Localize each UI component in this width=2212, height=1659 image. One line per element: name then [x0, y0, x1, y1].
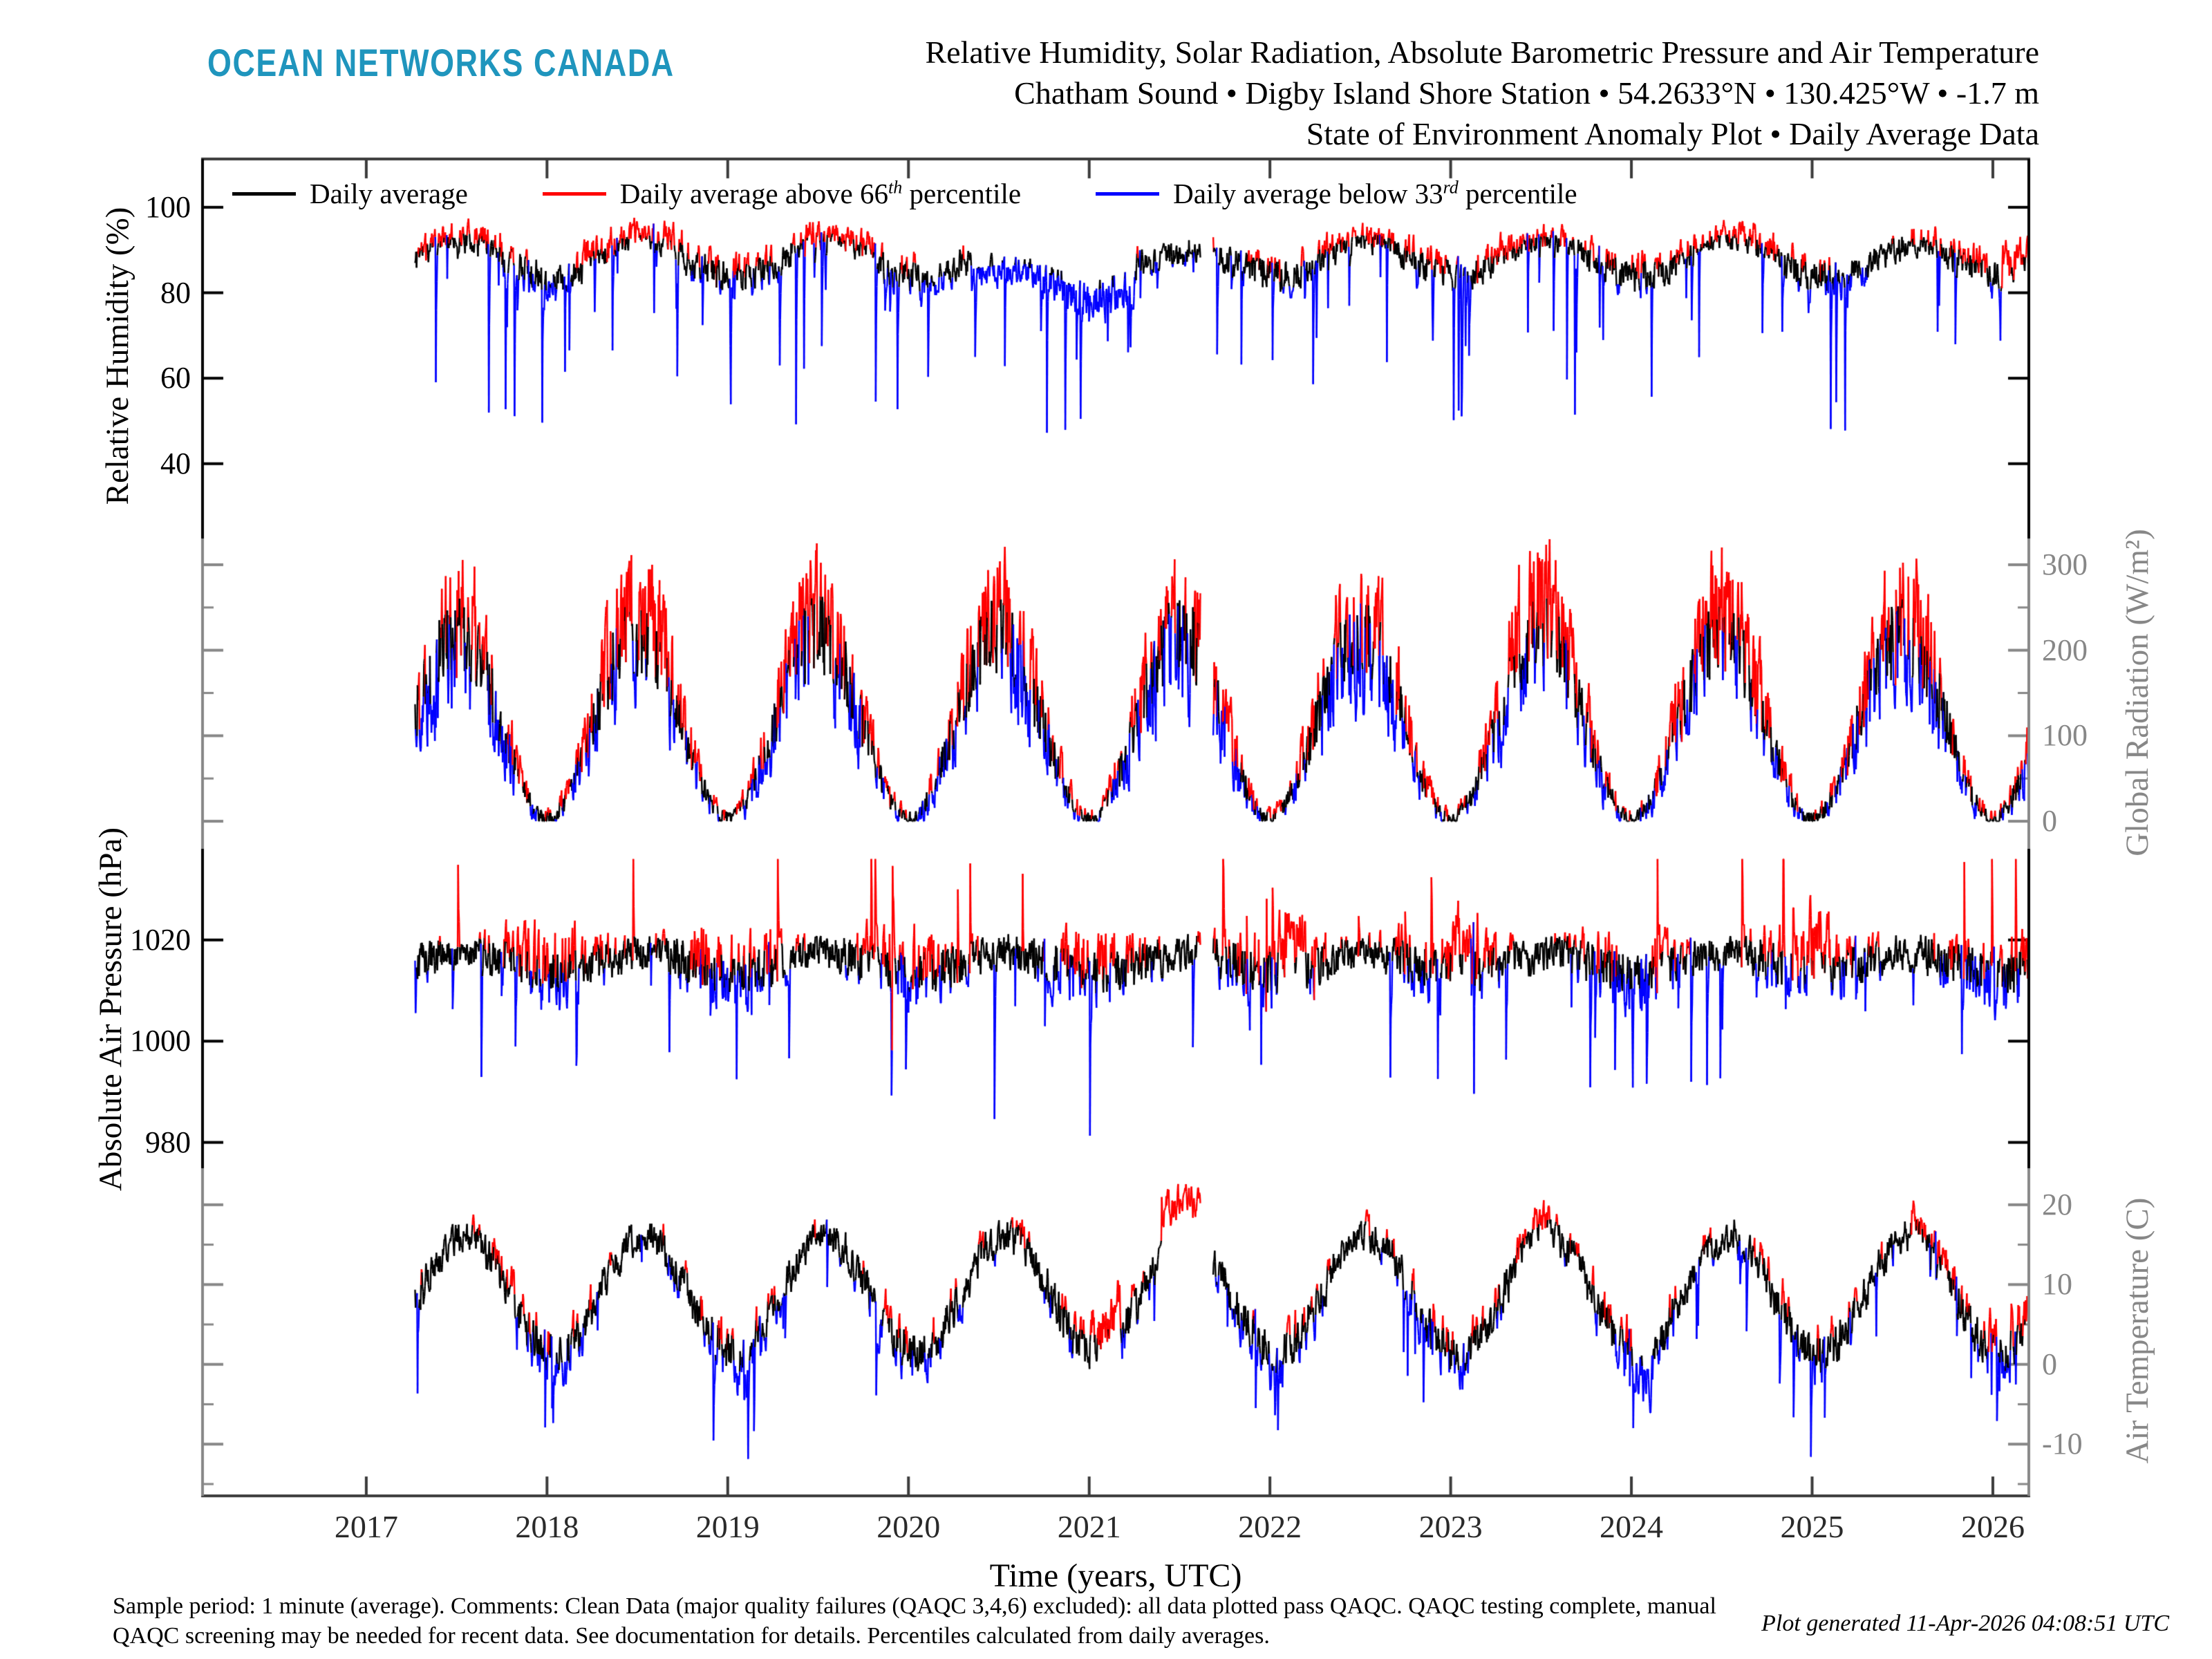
- legend-text: Daily average: [310, 178, 468, 209]
- legend-line-black: [232, 191, 296, 196]
- y-tick-label-global_radiation-300: 300: [2042, 547, 2088, 581]
- plot-title-block: Relative Humidity, Solar Radiation, Abso…: [925, 32, 2039, 154]
- legend-line-blue: [1096, 191, 1160, 196]
- y-tick-label-air_temperature--10: -10: [2042, 1427, 2083, 1461]
- y-tick-label-absolute_air_pressure-1000: 1000: [130, 1024, 191, 1058]
- x-tick-label-2023: 2023: [1418, 1509, 1483, 1544]
- plot-generated-timestamp: Plot generated 11-Apr-2026 04:08:51 UTC: [1761, 1611, 2169, 1636]
- footer-comment: Sample period: 1 minute (average). Comme…: [113, 1591, 1716, 1651]
- y-tick-label-air_temperature-10: 10: [2042, 1267, 2072, 1302]
- x-tick-label-2021: 2021: [1057, 1509, 1121, 1544]
- y-tick-label-relative_humidity-60: 60: [160, 361, 191, 395]
- y-tick-label-global_radiation-0: 0: [2042, 804, 2057, 838]
- legend-label: Daily average: [310, 177, 468, 210]
- legend-text: Daily average below 33: [1173, 178, 1443, 209]
- x-axis-label: Time (years, UTC): [989, 1557, 1242, 1594]
- legend-item-daily-average: Daily average: [232, 177, 468, 210]
- plot-title-line1: Relative Humidity, Solar Radiation, Abso…: [925, 35, 2039, 70]
- y-axis-label-relative-humidity: Relative Humidity (%): [100, 207, 135, 505]
- y-tick-label-relative_humidity-40: 40: [160, 446, 191, 480]
- plot-title-line2: Chatham Sound • Digby Island Shore Stati…: [1014, 75, 2039, 111]
- y-tick-label-relative_humidity-100: 100: [145, 189, 191, 224]
- legend-text: percentile: [902, 178, 1022, 209]
- legend-sup: rd: [1443, 177, 1459, 198]
- legend-item-below-33rd: Daily average below 33rd percentile: [1096, 177, 1577, 210]
- x-tick-label-2026: 2026: [1960, 1509, 2025, 1544]
- legend-label: Daily average above 66th percentile: [620, 177, 1021, 210]
- x-tick-label-2020: 2020: [877, 1509, 941, 1544]
- x-tick-label-2024: 2024: [1600, 1509, 1664, 1544]
- legend-text: Daily average above 66: [619, 178, 888, 209]
- plot-title-line3: State of Environment Anomaly Plot • Dail…: [1306, 116, 2039, 151]
- legend-label: Daily average below 33rd percentile: [1173, 177, 1577, 210]
- y-axis-label-global-radiation: Global Radiation (W/m²): [2119, 529, 2155, 856]
- y-axis-label-air-temperature: Air Temperature (C): [2119, 1197, 2155, 1464]
- y-tick-label-global_radiation-100: 100: [2042, 718, 2088, 753]
- legend: Daily average Daily average above 66th p…: [232, 177, 1652, 210]
- y-axis-label-absolute-air-pressure: Absolute Air Pressure (hPa): [93, 827, 129, 1192]
- legend-sup: th: [888, 177, 903, 198]
- x-tick-label-2019: 2019: [695, 1509, 760, 1544]
- legend-text: percentile: [1458, 178, 1577, 209]
- x-tick-label-2022: 2022: [1238, 1509, 1302, 1544]
- x-tick-label-2017: 2017: [334, 1509, 398, 1544]
- legend-item-above-66th: Daily average above 66th percentile: [542, 177, 1021, 210]
- y-tick-label-global_radiation-200: 200: [2042, 632, 2088, 667]
- x-tick-label-2018: 2018: [515, 1509, 579, 1544]
- y-tick-label-absolute_air_pressure-1020: 1020: [130, 922, 191, 957]
- y-tick-label-absolute_air_pressure-980: 980: [145, 1125, 191, 1159]
- x-tick-label-2025: 2025: [1780, 1509, 1844, 1544]
- y-tick-label-air_temperature-20: 20: [2042, 1187, 2072, 1221]
- y-tick-label-relative_humidity-80: 80: [160, 275, 191, 310]
- legend-line-red: [542, 191, 606, 196]
- footer-comment-line1: Sample period: 1 minute (average). Comme…: [113, 1593, 1716, 1619]
- y-tick-label-air_temperature-0: 0: [2042, 1347, 2057, 1381]
- ocean-networks-canada-logo: OCEAN NETWORKS CANADA: [207, 41, 675, 84]
- footer-comment-line2: QAQC screening may be needed for recent …: [113, 1623, 1270, 1649]
